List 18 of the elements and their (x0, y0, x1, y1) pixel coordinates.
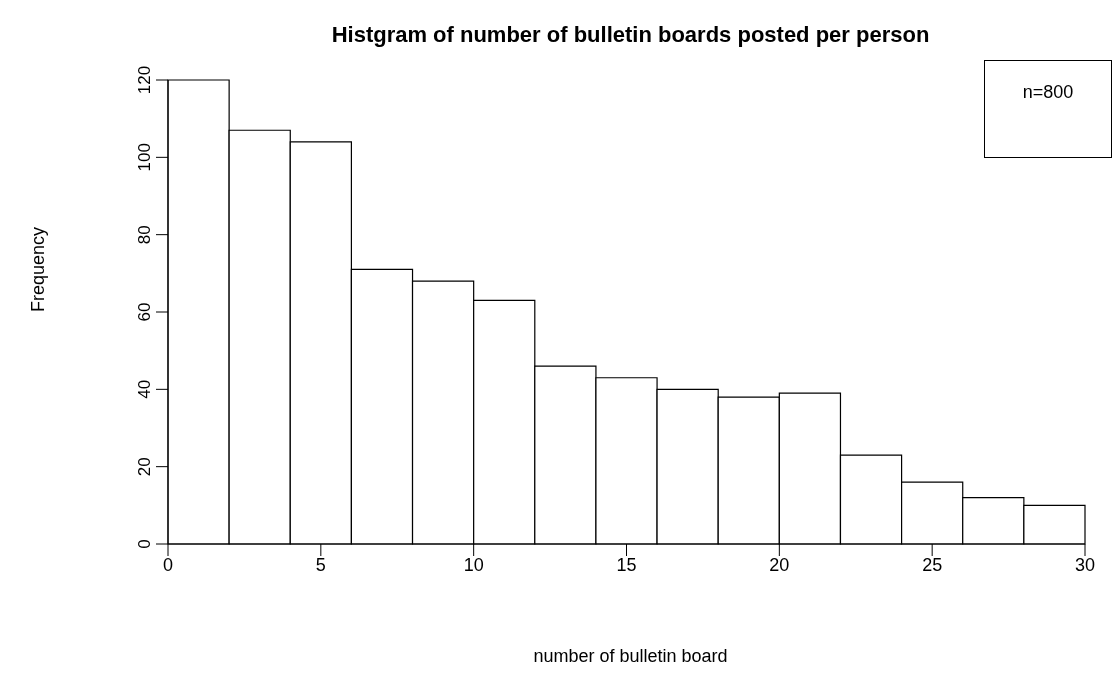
x-tick-label: 10 (463, 554, 484, 575)
y-axis-title: Frequency (28, 226, 49, 312)
x-tick-label: 5 (315, 554, 326, 575)
y-tick-label: 0 (135, 539, 154, 549)
y-tick-label: 20 (135, 457, 154, 477)
x-tick-label: 0 (162, 554, 174, 575)
x-tick-label: 15 (616, 554, 637, 575)
y-tick-label: 100 (135, 143, 154, 172)
annotation: n=800 (1021, 82, 1075, 103)
x-axis-title: number of bulletin board (532, 646, 729, 667)
y-tick-label: 60 (135, 302, 154, 322)
x-tick-label: 30 (1074, 554, 1096, 575)
x-tick-label: 20 (769, 554, 790, 575)
y-tick-label: 80 (135, 225, 154, 245)
chart-title: Histgram of number of bulletin boards posted per person (330, 22, 931, 48)
y-tick-label: 120 (135, 65, 154, 95)
y-tick-label: 40 (135, 379, 154, 399)
x-tick-label: 25 (922, 554, 943, 575)
